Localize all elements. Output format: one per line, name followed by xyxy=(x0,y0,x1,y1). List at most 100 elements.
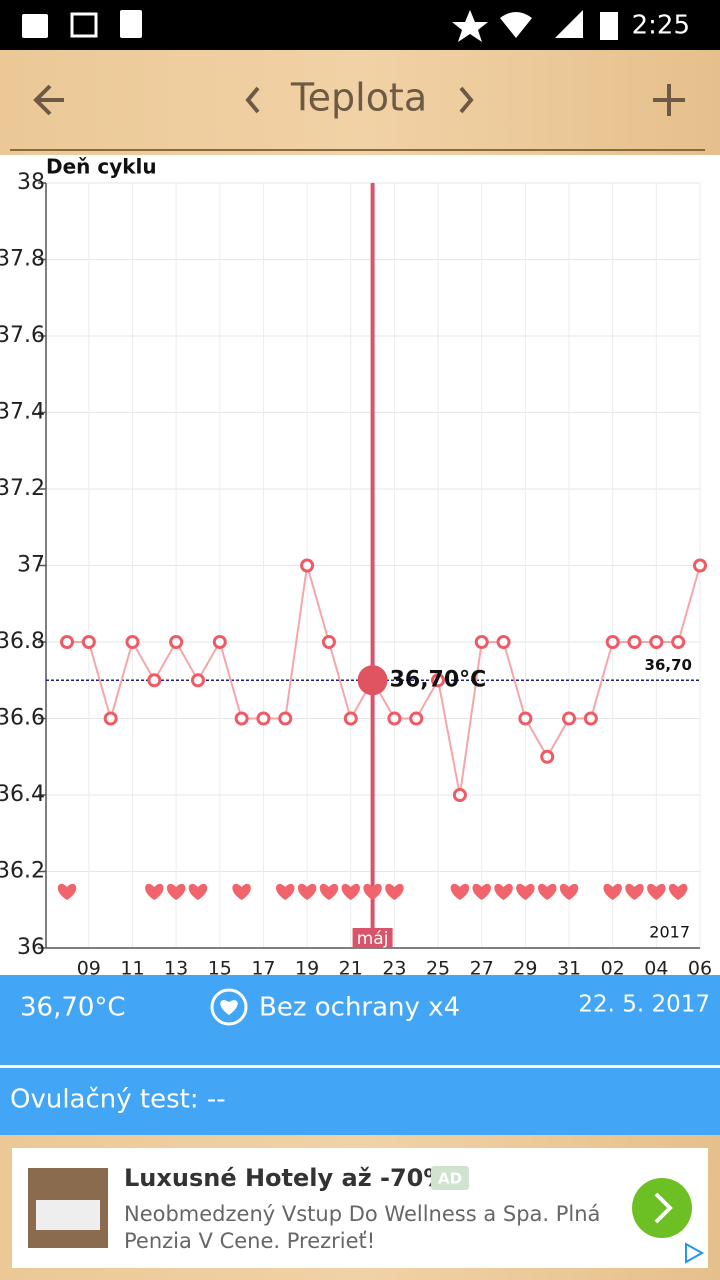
intercourse-heart xyxy=(494,883,513,900)
temperature-point xyxy=(387,711,402,726)
ad-badge: AD xyxy=(438,1170,462,1188)
add-button[interactable] xyxy=(653,84,685,116)
temperature-point xyxy=(605,635,620,649)
x-tick-label: 11 xyxy=(120,958,144,980)
temperature-point xyxy=(409,711,424,726)
temperature-point xyxy=(321,635,336,649)
status-time: 2:25 xyxy=(632,11,690,41)
intercourse-heart xyxy=(516,883,535,900)
y-tick-label: 36.2 xyxy=(0,859,45,884)
temperature-point xyxy=(343,711,358,726)
ad-button-arrow xyxy=(654,1192,673,1224)
intercourse-heart xyxy=(647,883,666,900)
toolbar-title: Teplota xyxy=(290,76,427,120)
intercourse-heart xyxy=(166,883,186,900)
intercourse-heart xyxy=(668,883,688,900)
temperature-line xyxy=(67,565,701,796)
ad-card[interactable] xyxy=(12,1148,708,1268)
intercourse-heart xyxy=(341,883,360,900)
temperature-point xyxy=(60,635,74,649)
temperature-point xyxy=(540,749,555,764)
ad-text: Penzia V Cene. Prezrieť! xyxy=(124,1229,375,1253)
x-tick-label: 09 xyxy=(77,958,101,980)
month-label: máj xyxy=(357,929,389,949)
x-tick-label: 31 xyxy=(557,958,581,980)
ovulation-panel xyxy=(0,1068,720,1135)
intercourse-heart xyxy=(319,883,339,900)
intercourse-heart xyxy=(472,883,491,900)
temperature-point xyxy=(300,558,315,573)
temperature-point xyxy=(256,711,271,726)
toolbar xyxy=(0,50,720,155)
month-marker xyxy=(352,928,393,948)
ad-button[interactable] xyxy=(632,1178,692,1238)
back-button[interactable] xyxy=(33,84,64,116)
ad-title: Luxusné Hotely až -70% xyxy=(124,1164,447,1192)
temperature-point xyxy=(649,635,664,649)
temperature-point xyxy=(125,635,140,649)
temperature-point xyxy=(496,635,511,649)
intercourse-heart xyxy=(232,883,251,900)
x-tick-label: 15 xyxy=(208,958,232,980)
temperature-point xyxy=(212,635,227,649)
y-tick-label: 37.6 xyxy=(0,323,45,348)
selected-value-label: 36,70°C xyxy=(390,667,487,692)
x-tick-label: 23 xyxy=(382,958,406,980)
y-tick-label: 36.6 xyxy=(0,706,45,731)
temperature-point xyxy=(169,635,184,649)
intercourse-heart xyxy=(145,883,164,900)
x-tick-label: 06 xyxy=(688,958,712,980)
x-tick-label: 13 xyxy=(164,958,188,980)
summary-temperature: 36,70°C xyxy=(20,993,126,1023)
prev-button[interactable] xyxy=(245,86,260,114)
intercourse-heart xyxy=(559,883,579,900)
intercourse-heart xyxy=(385,883,404,900)
y-tick-label: 37.8 xyxy=(0,247,45,272)
status-icons xyxy=(22,10,618,42)
y-tick-label: 37.4 xyxy=(0,400,45,425)
temperature-point xyxy=(234,711,249,726)
next-button[interactable] xyxy=(459,86,474,114)
temperature-point xyxy=(81,635,96,649)
y-tick-label: 37 xyxy=(17,553,45,578)
intercourse-heart xyxy=(603,883,622,900)
x-tick-label: 04 xyxy=(644,958,668,980)
y-tick-label: 37.2 xyxy=(0,476,45,501)
intercourse-heart xyxy=(450,883,470,900)
x-tick-label: 19 xyxy=(295,958,319,980)
ovulation-test: Ovulačný test: -- xyxy=(10,1085,226,1115)
temperature-point xyxy=(474,635,489,649)
temperature-point xyxy=(147,673,162,688)
ad-image-detail xyxy=(36,1200,100,1230)
temperature-point xyxy=(583,711,598,726)
x-tick-label: 25 xyxy=(426,958,450,980)
temperature-point xyxy=(103,711,118,726)
y-tick-label: 36 xyxy=(17,935,45,960)
intercourse-heart xyxy=(297,883,317,900)
y-tick-label: 36.8 xyxy=(0,629,45,654)
temperature-point xyxy=(278,711,293,726)
intercourse-heart xyxy=(363,883,382,900)
x-tick-label: 21 xyxy=(339,958,363,980)
summary-protection: Bez ochrany x4 xyxy=(259,993,460,1023)
temperature-point xyxy=(518,711,533,726)
temperature-point xyxy=(190,673,205,688)
x-tick-label: 29 xyxy=(513,958,537,980)
temperature-point xyxy=(693,558,707,573)
intercourse-heart xyxy=(276,883,295,900)
intercourse-heart xyxy=(625,883,644,900)
intercourse-heart xyxy=(537,883,557,900)
y-tick-label: 36.4 xyxy=(0,782,45,807)
y-tick-label: 38 xyxy=(17,170,45,195)
ad-badge-bg xyxy=(431,1166,469,1190)
ad-text: Neobmedzený Vstup Do Wellness a Spa. Pln… xyxy=(124,1202,600,1226)
ad-choices[interactable] xyxy=(685,1242,705,1264)
heart-icon-ring xyxy=(210,988,248,1026)
temperature-point xyxy=(627,635,642,649)
intercourse-heart xyxy=(57,883,77,900)
reference-label: 36,70 xyxy=(645,656,692,674)
summary-date: 22. 5. 2017 xyxy=(578,992,710,1018)
year-label: 2017 xyxy=(649,923,690,942)
